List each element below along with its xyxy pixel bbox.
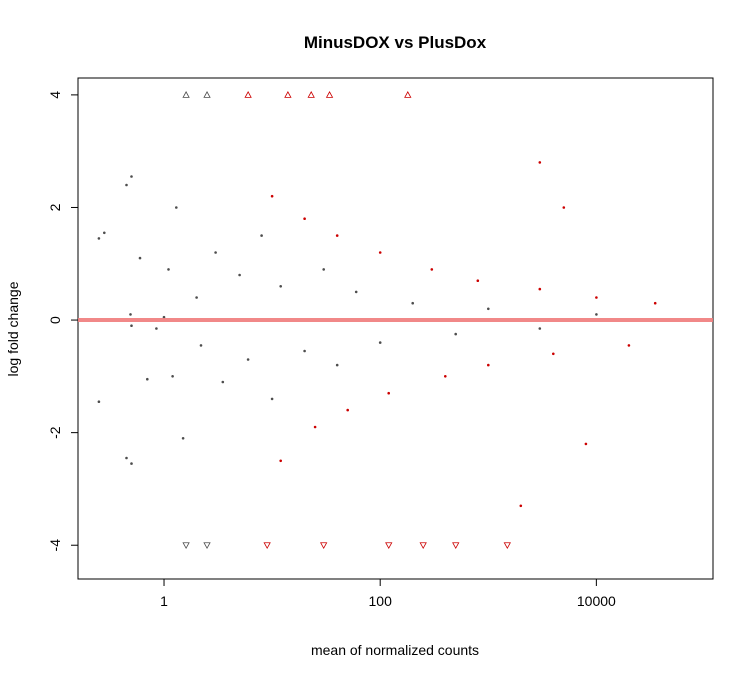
significant-point — [476, 279, 480, 283]
not-significant-point — [354, 290, 358, 294]
not-significant-point — [125, 183, 128, 187]
y-axis-label: log fold change — [5, 281, 21, 376]
significant-clipped-point — [284, 91, 292, 98]
y-axis: -4 -2 0 2 4 — [47, 91, 78, 552]
y-tick-label: 0 — [47, 316, 63, 324]
not-significant-point — [279, 285, 283, 288]
not-significant-point — [378, 341, 382, 344]
x-tick-label: 1 — [160, 593, 168, 609]
not-significant-point — [487, 307, 490, 311]
x-tick-label: 10000 — [577, 593, 616, 609]
not-significant-point — [103, 231, 106, 235]
not-significant-point — [454, 332, 458, 336]
not-significant-point — [246, 358, 250, 361]
x-tick-label: 100 — [369, 593, 393, 609]
x-axis-label: mean of normalized counts — [311, 642, 479, 658]
significant-point — [387, 391, 391, 395]
not-significant-clipped-point — [203, 91, 211, 98]
not-significant-point — [175, 206, 178, 209]
y-tick-label: -2 — [47, 426, 63, 439]
plot-frame — [77, 77, 714, 580]
significant-clipped-point — [263, 542, 271, 550]
x-axis: 1 100 10000 — [160, 579, 616, 609]
points-layer — [97, 161, 657, 508]
not-significant-point — [199, 344, 203, 347]
significant-point — [584, 442, 588, 446]
significant-point — [430, 268, 434, 271]
significant-clipped-point — [325, 91, 334, 98]
significant-point — [653, 301, 657, 305]
not-significant-point — [130, 324, 133, 328]
clipped-points-layer — [182, 91, 511, 550]
significant-point — [595, 296, 598, 299]
not-significant-point — [260, 234, 263, 237]
not-significant-point — [270, 397, 274, 401]
significant-point — [538, 287, 542, 291]
significant-point — [346, 408, 350, 412]
significant-point — [552, 352, 555, 356]
significant-clipped-point — [404, 91, 412, 98]
significant-point — [270, 194, 274, 198]
not-significant-point — [214, 251, 217, 254]
significant-point — [562, 206, 566, 209]
not-significant-point — [138, 256, 142, 260]
not-significant-point — [97, 400, 101, 404]
significant-clipped-point — [503, 542, 511, 550]
significant-clipped-point — [452, 542, 460, 550]
chart-title: MinusDOX vs PlusDox — [304, 33, 487, 52]
y-tick-label: 2 — [47, 203, 63, 211]
significant-point — [335, 234, 339, 237]
not-significant-clipped-point — [182, 91, 190, 98]
not-significant-point — [181, 437, 185, 440]
not-significant-point — [171, 375, 174, 378]
not-significant-point — [130, 462, 133, 465]
significant-point — [279, 459, 283, 463]
significant-clipped-point — [385, 542, 393, 550]
significant-clipped-point — [244, 91, 252, 98]
not-significant-point — [322, 268, 326, 271]
significant-clipped-point — [419, 542, 427, 550]
significant-point — [378, 251, 382, 254]
significant-point — [538, 161, 542, 164]
not-significant-point — [155, 327, 158, 330]
significant-point — [303, 217, 306, 220]
significant-point — [444, 375, 447, 378]
not-significant-clipped-point — [203, 542, 211, 550]
significant-point — [627, 344, 631, 347]
not-significant-point — [129, 313, 132, 316]
not-significant-point — [221, 380, 225, 384]
not-significant-point — [411, 301, 415, 305]
not-significant-point — [335, 363, 339, 367]
not-significant-clipped-point — [182, 542, 190, 550]
not-significant-point — [538, 327, 542, 330]
significant-point — [313, 425, 317, 429]
significant-point — [487, 363, 490, 367]
not-significant-point — [595, 313, 598, 316]
not-significant-point — [303, 349, 306, 353]
not-significant-point — [195, 296, 198, 299]
y-tick-label: -4 — [47, 539, 63, 552]
not-significant-point — [130, 175, 133, 178]
not-significant-point — [167, 268, 170, 271]
not-significant-point — [162, 315, 166, 319]
not-significant-point — [97, 237, 101, 240]
not-significant-point — [238, 273, 241, 277]
significant-clipped-point — [320, 542, 328, 550]
y-tick-label: 4 — [47, 91, 63, 99]
significant-point — [519, 504, 523, 508]
significant-clipped-point — [307, 91, 315, 98]
not-significant-point — [146, 377, 149, 381]
not-significant-point — [125, 456, 128, 460]
